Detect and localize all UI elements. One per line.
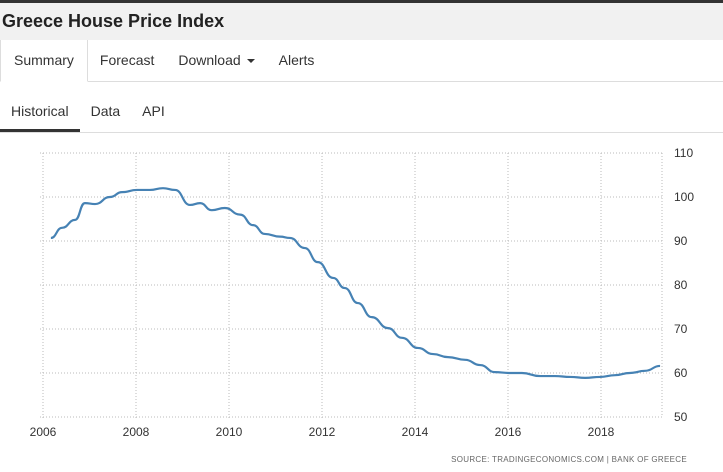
y-tick-label: 100 (674, 190, 694, 204)
sub-tabs: Historical Data API (0, 92, 723, 133)
tab-api[interactable]: API (142, 103, 165, 119)
caret-down-icon (246, 59, 255, 64)
x-tick-label: 2012 (309, 425, 336, 439)
x-tick-label: 2010 (216, 425, 243, 439)
x-tick-label: 2006 (30, 425, 57, 439)
y-tick-label: 50 (674, 410, 688, 424)
page-title: Greece House Price Index (2, 11, 225, 31)
tab-alerts[interactable]: Alerts (278, 52, 315, 68)
y-tick-label: 110 (674, 146, 693, 160)
download-label: Download (178, 52, 241, 68)
series-line-house-price-index (50, 187, 661, 379)
main-tabs: Summary Forecast Download Alerts (0, 40, 723, 82)
tab-download[interactable]: Download (166, 40, 266, 81)
top-border (0, 0, 723, 3)
y-tick-label: 80 (674, 278, 688, 292)
tab-summary[interactable]: Summary (0, 40, 88, 82)
y-tick-label: 60 (674, 366, 688, 380)
line-chart: 110 100 90 80 70 60 50 2006 2008 2010 2012 2014 2016… (30, 146, 695, 439)
tab-data[interactable]: Data (90, 103, 121, 119)
x-tick-label: 2016 (495, 425, 522, 439)
y-tick-label: 90 (674, 234, 688, 248)
source-note: SOURCE: TRADINGECONOMICS.COM | BANK OF G… (451, 455, 687, 464)
tab-historical[interactable]: Historical (0, 92, 80, 132)
x-tick-label: 2014 (402, 425, 429, 439)
title-bar: Greece House Price Index (0, 3, 723, 40)
x-tick-label: 2008 (123, 425, 150, 439)
y-tick-label: 70 (674, 322, 688, 336)
x-tick-label: 2018 (588, 425, 615, 439)
tab-forecast[interactable]: Forecast (99, 52, 155, 68)
